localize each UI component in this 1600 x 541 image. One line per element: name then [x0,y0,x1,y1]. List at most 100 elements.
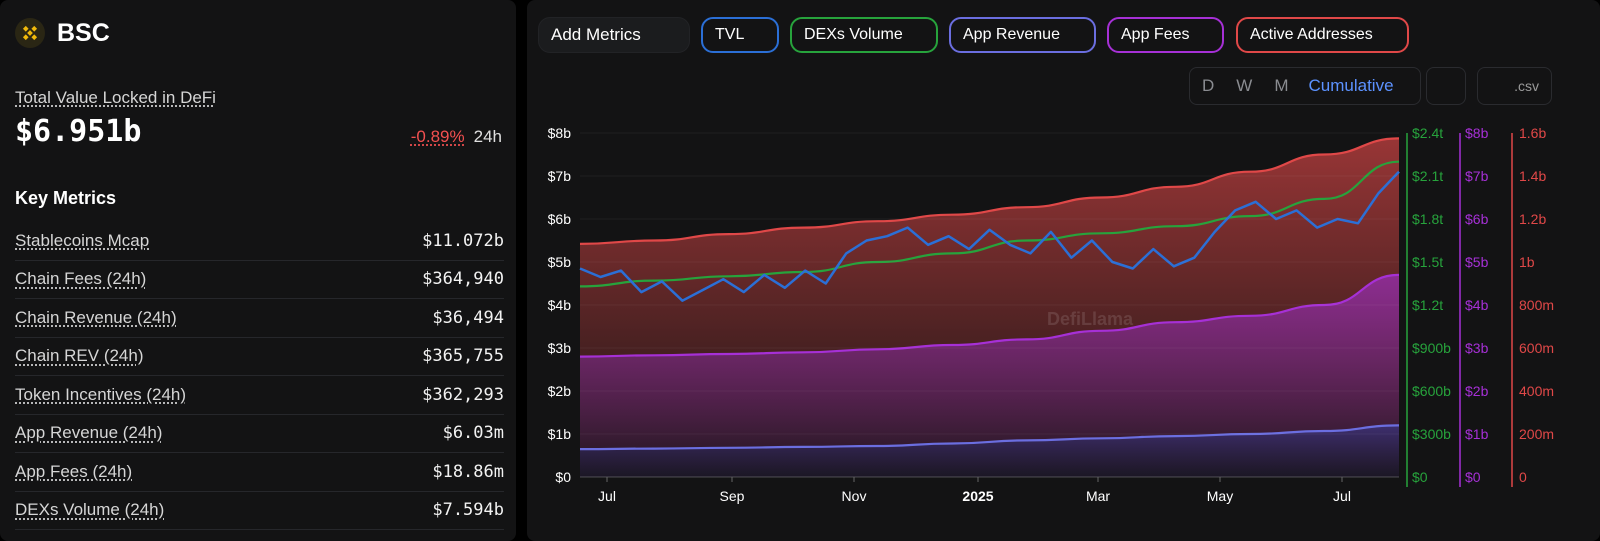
metric-toggle-app-revenue[interactable]: App Revenue [949,17,1096,53]
y-tick-fees: $3b [1465,340,1489,356]
y-tick-addresses: 200m [1519,426,1554,442]
csv-download-button[interactable]: .csv [1477,67,1552,105]
metrics-chart: $0 $1b $2b $3b $4b $5b $6b $7b $8b $0 $300b $600b $9… [548,125,1554,504]
y-tick-left: $1b [548,426,572,442]
y-tick-addresses: 1b [1519,254,1535,270]
metric-value: $6.03m [442,423,504,444]
metric-label[interactable]: Chain Fees (24h) [15,269,147,289]
metric-value: $365,755 [422,346,504,367]
series-line-tvl [579,170,1400,302]
watermark: DefiLlama [1047,309,1134,329]
period-month-button[interactable]: M [1274,76,1289,95]
metric-value: $362,293 [422,384,504,405]
metric-label[interactable]: Token Incentives (24h) [15,384,187,404]
y-tick-left: $5b [548,254,572,270]
y-tick-dex: $1.2t [1412,297,1443,313]
cumulative-toggle[interactable]: Cumulative [1308,76,1394,95]
y-tick-dex: $2.4t [1412,125,1443,141]
y-tick-left: $3b [548,340,572,356]
y-tick-dex: $1.5t [1412,254,1443,270]
y-tick-dex: $300b [1412,426,1451,442]
x-tick-label: May [1207,488,1233,504]
y-tick-left: $4b [548,297,572,313]
y-tick-addresses: 600m [1519,340,1554,356]
y-tick-fees: $2b [1465,383,1489,399]
x-tick-label: Nov [842,488,867,504]
x-tick-label: Sep [720,488,745,504]
tvl-change-period: 24h [473,127,502,146]
y-tick-dex: $600b [1412,383,1451,399]
metric-row-app-revenue: App Revenue (24h) $6.03m [15,415,504,453]
add-metrics-button[interactable]: Add Metrics [538,17,690,53]
y-tick-addresses: 800m [1519,297,1554,313]
metric-row-token-incentives: Token Incentives (24h) $362,293 [15,376,504,415]
y-tick-addresses: 0 [1519,469,1527,485]
metric-row-app-fees: App Fees (24h) $18.86m [15,453,504,492]
series-line-app-fees [579,273,1400,358]
metric-row-stablecoins-mcap: Stablecoins Mcap $11.072b [15,222,504,261]
metric-label[interactable]: Chain Revenue (24h) [15,307,177,327]
key-metrics-title: Key Metrics [15,188,117,208]
y-tick-fees: $4b [1465,297,1489,313]
metric-value: $364,940 [422,269,504,290]
chain-overview-panel: BSC Total Value Locked in DeFi $6.951b -… [0,0,516,541]
metric-row-chain-revenue: Chain Revenue (24h) $36,494 [15,299,504,338]
y-tick-dex: $0 [1412,469,1428,485]
y-tick-fees: $5b [1465,254,1489,270]
x-tick-label: Jul [1333,488,1351,504]
key-metrics-list: Stablecoins Mcap $11.072b Chain Fees (24… [15,222,504,530]
y-tick-fees: $7b [1465,168,1489,184]
chain-name: BSC [57,18,110,47]
y-tick-fees: $8b [1465,125,1489,141]
y-tick-fees: $6b [1465,211,1489,227]
y-tick-addresses: 1.4b [1519,168,1546,184]
y-tick-left: $0 [555,469,571,485]
period-selector: D W M Cumulative [1189,67,1421,105]
y-tick-addresses: 1.6b [1519,125,1546,141]
bsc-logo-icon [15,18,45,48]
metric-row-chain-rev: Chain REV (24h) $365,755 [15,338,504,376]
y-tick-addresses: 1.2b [1519,211,1546,227]
y-tick-left: $8b [548,125,572,141]
x-tick-label: 2025 [962,488,993,504]
tvl-change-percent[interactable]: -0.89% [410,127,465,146]
tvl-value: $6.951b [15,114,142,149]
metric-label[interactable]: DEXs Volume (24h) [15,500,165,520]
y-tick-fees: $1b [1465,426,1489,442]
tvl-change: -0.89% 24h [411,127,502,147]
metric-value: $11.072b [422,230,504,251]
embed-icon[interactable] [1426,67,1466,105]
y-tick-left: $7b [548,168,572,184]
y-tick-dex: $1.8t [1412,211,1443,227]
metric-value: $7.594b [432,500,504,521]
y-tick-addresses: 400m [1519,383,1554,399]
metric-value: $36,494 [432,307,504,328]
metric-toggle-active-addresses[interactable]: Active Addresses [1236,17,1409,53]
y-tick-dex: $2.1t [1412,168,1443,184]
metric-toggle-dexs-volume[interactable]: DEXs Volume [790,17,938,53]
metric-label[interactable]: App Fees (24h) [15,461,133,481]
chain-header: BSC [15,18,110,48]
metric-label[interactable]: App Revenue (24h) [15,423,163,443]
y-tick-left: $2b [548,383,572,399]
period-day-button[interactable]: D [1202,76,1215,95]
metric-row-dexs-volume: DEXs Volume (24h) $7.594b [15,492,504,530]
series-area-app-revenue [580,425,1399,477]
tvl-label[interactable]: Total Value Locked in DeFi [15,88,216,107]
series-area-app-fees [580,274,1399,477]
metric-toggle-app-fees[interactable]: App Fees [1107,17,1224,53]
y-tick-left: $6b [548,211,572,227]
y-tick-dex: $900b [1412,340,1451,356]
metric-row-chain-fees: Chain Fees (24h) $364,940 [15,261,504,299]
metric-value: $18.86m [432,461,504,482]
series-line-active-addresses [579,137,1400,245]
metric-label[interactable]: Chain REV (24h) [15,346,144,366]
period-week-button[interactable]: W [1236,76,1253,95]
metric-label[interactable]: Stablecoins Mcap [15,230,150,250]
x-tick-label: Jul [598,488,616,504]
metric-toggle-tvl[interactable]: TVL [701,17,779,53]
y-tick-fees: $0 [1465,469,1481,485]
series-line-app-revenue [579,424,1400,451]
chart-panel: Add Metrics TVL DEXs Volume App Revenue … [527,0,1600,541]
x-tick-label: Mar [1086,488,1110,504]
